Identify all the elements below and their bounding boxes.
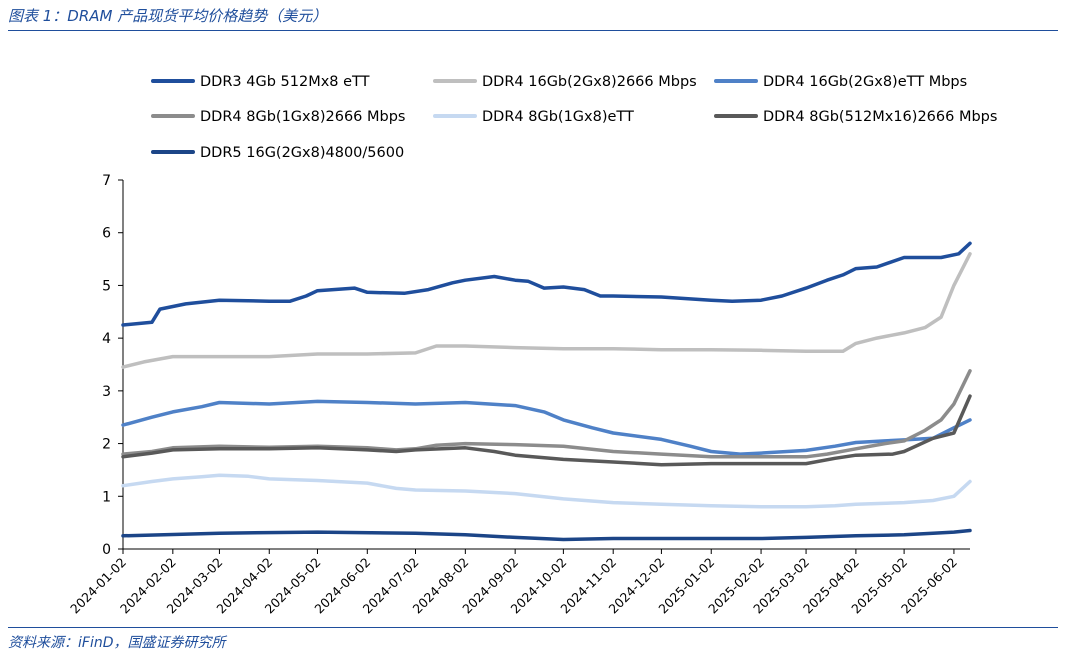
legend-label: DDR4 8Gb(1Gx8)eTT — [482, 109, 634, 125]
y-tick-label: 3 — [102, 384, 111, 400]
legend-label: DDR4 8Gb(512Mx16)2666 Mbps — [763, 109, 997, 125]
source-divider — [8, 627, 1058, 628]
y-tick-label: 4 — [102, 331, 111, 347]
legend-label: DDR3 4Gb 512Mx8 eTT — [200, 74, 370, 90]
y-tick-label: 6 — [102, 226, 111, 242]
legend-label: DDR5 16G(2Gx8)4800/5600 — [200, 145, 404, 161]
axes: 012345672024-01-022024-02-022024-03-0220… — [67, 173, 970, 616]
series-line-5 — [121, 473, 972, 509]
series-line-7 — [121, 528, 972, 542]
series-line-3 — [121, 399, 972, 456]
legend: DDR3 4Gb 512Mx8 eTT DDR4 16Gb(2Gx8)2666 M… — [151, 74, 997, 161]
figure-title: 图表 1：DRAM 产品现货平均价格趋势（美元） — [8, 7, 328, 25]
series-line-1 — [121, 241, 972, 327]
legend-label: DDR4 16Gb(2Gx8)2666 Mbps — [482, 74, 697, 90]
y-tick-label: 2 — [102, 437, 111, 453]
legend-label: DDR4 16Gb(2Gx8)eTT Mbps — [763, 74, 967, 90]
source-note: 资料来源：iFinD，国盛证券研究所 — [8, 635, 226, 651]
legend-label: DDR4 8Gb(1Gx8)2666 Mbps — [200, 109, 405, 125]
series-line-6 — [121, 394, 972, 467]
y-tick-label: 7 — [102, 173, 111, 189]
y-tick-label: 0 — [102, 542, 111, 558]
series-group — [121, 241, 972, 542]
y-tick-label: 1 — [102, 489, 111, 505]
title-divider — [8, 30, 1058, 31]
series-line-2 — [121, 252, 972, 369]
y-tick-label: 5 — [102, 278, 111, 294]
